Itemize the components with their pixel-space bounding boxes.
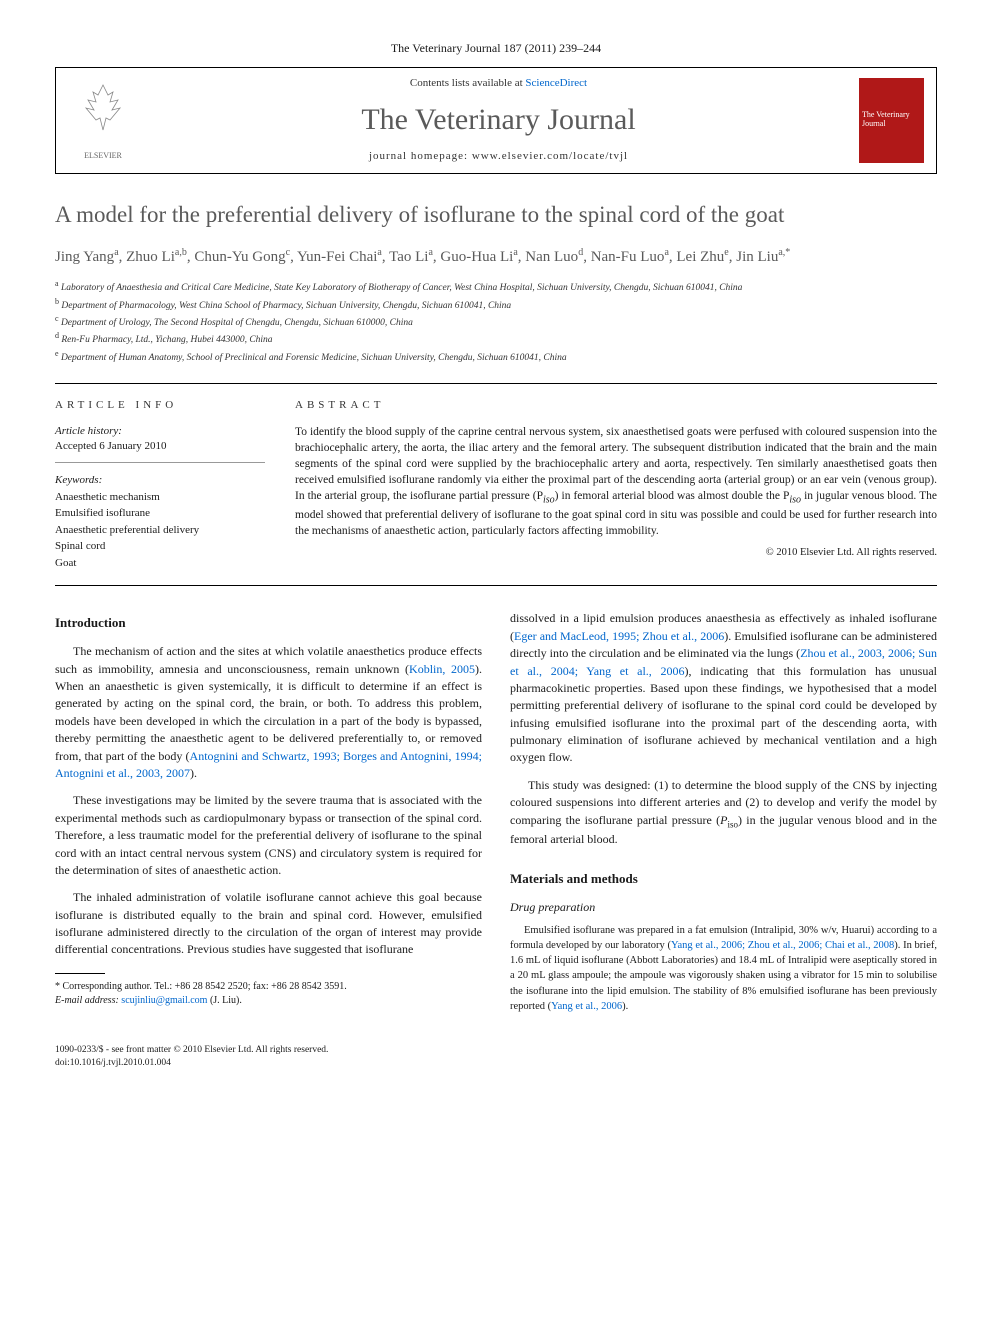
corresponding-line: * Corresponding author. Tel.: +86 28 854… [55, 980, 482, 994]
cover-title: The Veterinary Journal [862, 111, 921, 129]
email-label: E-mail address: [55, 995, 119, 1006]
affiliation-line: d Ren-Fu Pharmacy, Ltd., Yichang, Hubei … [55, 330, 937, 347]
abstract-column: ABSTRACT To identify the blood supply of… [295, 398, 937, 571]
journal-cover-thumbnail: The Veterinary Journal [859, 78, 924, 163]
article-info-column: ARTICLE INFO Article history: Accepted 6… [55, 398, 265, 571]
right-column: dissolved in a lipid emulsion produces a… [510, 610, 937, 1024]
affiliation-line: a Laboratory of Anaesthesia and Critical… [55, 278, 937, 295]
elsevier-tree-icon [78, 80, 128, 150]
elsevier-logo: ELSEVIER [68, 80, 138, 160]
history-label: Article history: [55, 424, 265, 439]
methods-heading: Materials and methods [510, 870, 937, 889]
accepted-date: Accepted 6 January 2010 [55, 439, 265, 454]
abstract-text: To identify the blood supply of the capr… [295, 424, 937, 540]
abstract-heading: ABSTRACT [295, 398, 937, 413]
left-column: Introduction The mechanism of action and… [55, 610, 482, 1024]
drug-prep-paragraph: Emulsified isoflurane was prepared in a … [510, 923, 937, 1014]
footnote-separator [55, 973, 105, 974]
drug-prep-heading: Drug preparation [510, 899, 937, 916]
contents-prefix: Contents lists available at [410, 77, 525, 89]
introduction-heading: Introduction [55, 614, 482, 633]
email-address[interactable]: scujinliu@gmail.com [121, 995, 207, 1006]
corresponding-author-footnote: * Corresponding author. Tel.: +86 28 854… [55, 980, 482, 1008]
affiliation-line: b Department of Pharmacology, West China… [55, 296, 937, 313]
homepage-prefix: journal homepage: [369, 150, 472, 162]
col2-paragraph-2: This study was designed: (1) to determin… [510, 777, 937, 849]
header-center: Contents lists available at ScienceDirec… [138, 76, 859, 165]
body-columns: Introduction The mechanism of action and… [55, 610, 937, 1024]
keyword-item: Goat [55, 555, 265, 572]
article-title: A model for the preferential delivery of… [55, 199, 937, 231]
keyword-item: Spinal cord [55, 538, 265, 555]
journal-name: The Veterinary Journal [138, 99, 859, 141]
sciencedirect-link[interactable]: ScienceDirect [525, 77, 587, 89]
article-history-section: Article history: Accepted 6 January 2010 [55, 424, 265, 464]
contents-available-line: Contents lists available at ScienceDirec… [138, 76, 859, 91]
elsevier-text: ELSEVIER [84, 150, 122, 161]
email-person: (J. Liu). [210, 995, 242, 1006]
journal-homepage: journal homepage: www.elsevier.com/locat… [138, 149, 859, 164]
info-abstract-block: ARTICLE INFO Article history: Accepted 6… [55, 383, 937, 586]
keywords-section: Keywords: Anaesthetic mechanismEmulsifie… [55, 473, 265, 571]
keyword-item: Emulsified isoflurane [55, 505, 265, 522]
affiliations-list: a Laboratory of Anaesthesia and Critical… [55, 278, 937, 365]
article-info-heading: ARTICLE INFO [55, 398, 265, 413]
page-footer: 1090-0233/$ - see front matter © 2010 El… [55, 1044, 937, 1071]
keyword-item: Anaesthetic preferential delivery [55, 522, 265, 539]
keyword-item: Anaesthetic mechanism [55, 489, 265, 506]
journal-header-box: ELSEVIER Contents lists available at Sci… [55, 67, 937, 174]
keywords-list: Anaesthetic mechanismEmulsified isoflura… [55, 489, 265, 572]
intro-paragraph-1: The mechanism of action and the sites at… [55, 643, 482, 782]
homepage-url[interactable]: www.elsevier.com/locate/tvjl [472, 150, 628, 162]
journal-issue-header: The Veterinary Journal 187 (2011) 239–24… [55, 40, 937, 57]
copyright-line: © 2010 Elsevier Ltd. All rights reserved… [295, 546, 937, 561]
affiliation-line: e Department of Human Anatomy, School of… [55, 348, 937, 365]
col2-paragraph-1: dissolved in a lipid emulsion produces a… [510, 610, 937, 767]
intro-paragraph-2: These investigations may be limited by t… [55, 792, 482, 879]
footer-line-1: 1090-0233/$ - see front matter © 2010 El… [55, 1044, 937, 1057]
keywords-label: Keywords: [55, 473, 265, 488]
affiliation-line: c Department of Urology, The Second Hosp… [55, 313, 937, 330]
authors-list: Jing Yanga, Zhuo Lia,b, Chun-Yu Gongc, Y… [55, 245, 937, 269]
footer-doi: doi:10.1016/j.tvjl.2010.01.004 [55, 1057, 937, 1070]
email-line: E-mail address: scujinliu@gmail.com (J. … [55, 994, 482, 1008]
intro-paragraph-3: The inhaled administration of volatile i… [55, 889, 482, 959]
